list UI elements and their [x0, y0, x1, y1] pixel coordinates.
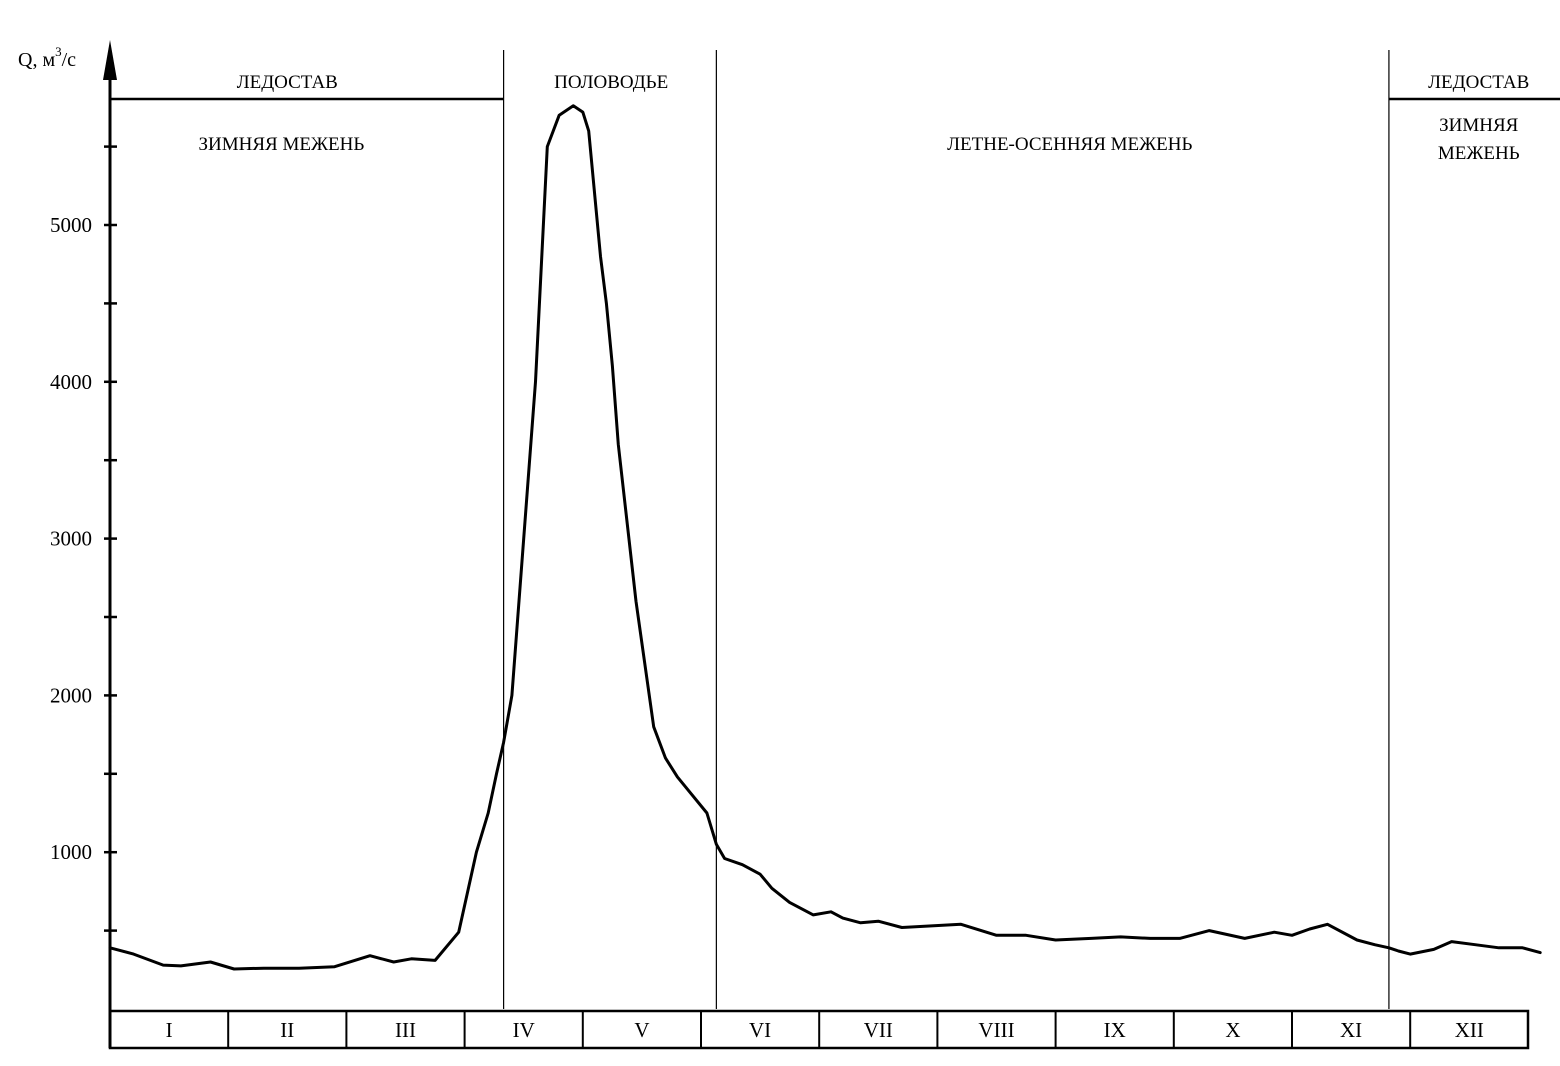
phase-labels: ЗИМНЯЯ МЕЖЕНЬ ЛЕТНЕ-ОСЕННЯЯ МЕЖЕНЬ ЗИМНЯЯ М… [199, 115, 1520, 164]
month-label: II [280, 1018, 294, 1042]
month-label: IV [513, 1018, 535, 1042]
top-labels: ЛЕДОСТАВ ПОЛОВОДЬЕ ЛЕДОСТАВ [237, 72, 1530, 93]
y-tick-label: 4000 [50, 370, 92, 394]
phase-label: ЛЕТНЕ-ОСЕННЯЯ МЕЖЕНЬ [947, 134, 1192, 155]
month-label: VII [864, 1018, 893, 1042]
month-label: VIII [978, 1018, 1014, 1042]
y-tick-label: 3000 [50, 527, 92, 551]
month-label: XII [1455, 1018, 1484, 1042]
phase-label: ЗИМНЯЯ МЕЖЕНЬ [199, 134, 365, 155]
month-label: X [1225, 1018, 1240, 1042]
month-labels: I II III IV V VI VII VIII IX X XI XII [166, 1011, 1484, 1048]
y-tick-label: 2000 [50, 683, 92, 707]
top-label: ЛЕДОСТАВ [237, 72, 338, 93]
month-label: XI [1340, 1018, 1362, 1042]
discharge-series-line [108, 104, 1542, 971]
month-label: I [166, 1018, 173, 1042]
phase-label: ЗИМНЯЯ [1439, 115, 1519, 136]
month-label: V [634, 1018, 649, 1042]
top-label: ЛЕДОСТАВ [1428, 72, 1529, 93]
month-label: VI [749, 1018, 771, 1042]
month-label: IX [1104, 1018, 1126, 1042]
phase-dividers [110, 50, 1560, 1009]
series-group [108, 104, 1542, 971]
top-label: ПОЛОВОДЬЕ [554, 72, 668, 93]
y-tick-label: 1000 [50, 840, 92, 864]
y-axis-arrow-icon [103, 40, 117, 80]
y-tick-label: 5000 [50, 213, 92, 237]
phase-label: МЕЖЕНЬ [1438, 143, 1520, 164]
y-axis-title: Q, м3/с [18, 44, 76, 71]
month-label: III [395, 1018, 416, 1042]
y-ticks: 5000 4000 3000 2000 1000 [50, 145, 117, 932]
